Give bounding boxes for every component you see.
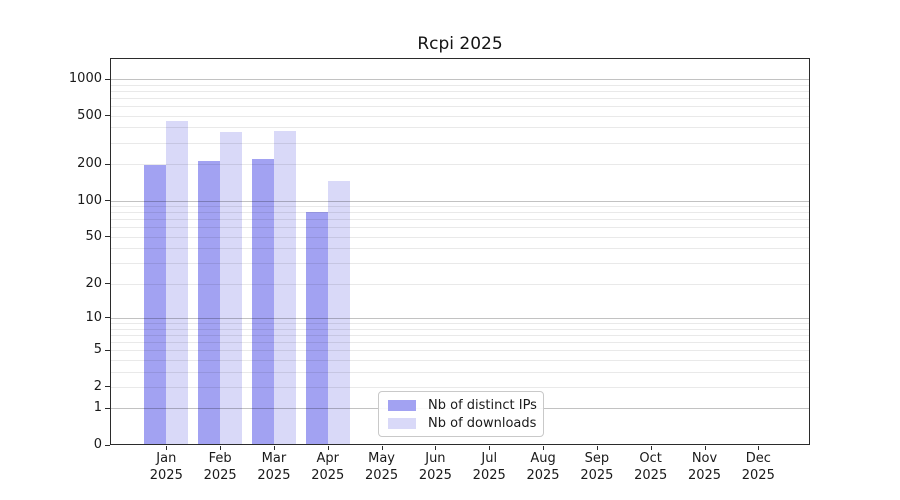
gridline-minor (111, 127, 809, 129)
y-tick-mark (105, 386, 110, 388)
x-tick-label-jul: Jul 2025 (472, 451, 506, 483)
x-tick-mark (489, 446, 491, 450)
y-tick-label: 50 (85, 228, 102, 244)
y-tick-label: 1000 (68, 71, 102, 86)
gridline-minor (111, 106, 809, 108)
gridline-minor (111, 115, 809, 117)
bar-downloads-mar (273, 130, 296, 444)
gridline-minor (111, 334, 809, 336)
gridline-minor (111, 236, 809, 238)
x-tick-mark (273, 446, 275, 450)
y-tick-label: 200 (77, 156, 102, 172)
y-tick-mark (105, 236, 110, 238)
x-tick-label-jan: Jan 2025 (149, 451, 183, 483)
legend-swatch-distinct-ips (388, 399, 416, 411)
y-tick-label: 5 (93, 342, 102, 358)
gridline-minor (111, 90, 809, 92)
x-tick-mark (327, 446, 329, 450)
x-tick-label-nov: Nov 2025 (687, 451, 722, 483)
x-tick-mark (220, 446, 222, 450)
x-tick-label-oct: Oct 2025 (634, 451, 668, 483)
x-tick-label-sep: Sep 2025 (580, 451, 614, 483)
y-tick-mark (105, 115, 110, 117)
y-tick-label: 10 (85, 309, 102, 325)
bar-distinct-ips-apr (305, 212, 328, 444)
gridline-minor (111, 212, 809, 214)
x-tick-label-mar: Mar 2025 (257, 451, 291, 483)
x-tick-mark (704, 446, 706, 450)
legend-item-downloads: Nb of downloads (388, 414, 537, 432)
bar-downloads-jan (166, 121, 189, 444)
x-tick-label-jun: Jun 2025 (418, 451, 452, 483)
x-tick-label-dec: Dec 2025 (741, 451, 775, 483)
gridline-minor (111, 206, 809, 208)
y-tick-mark (105, 407, 110, 409)
gridline-minor (111, 227, 809, 229)
gridline-minor (111, 248, 809, 250)
gridline-minor (111, 219, 809, 221)
x-tick-label-aug: Aug 2025 (526, 451, 560, 483)
gridline-minor (111, 84, 809, 86)
gridline-minor (111, 386, 809, 388)
legend-label-downloads: Nb of downloads (428, 415, 537, 431)
gridline-minor (111, 263, 809, 265)
y-tick-mark (105, 163, 110, 165)
legend: Nb of distinct IPs Nb of downloads (378, 391, 544, 437)
x-tick-mark (435, 446, 437, 450)
gridline-major (111, 317, 809, 319)
bar-downloads-feb (220, 132, 243, 444)
x-tick-mark (758, 446, 760, 450)
y-tick-mark (105, 78, 110, 80)
chart-title: Rcpi 2025 (417, 34, 503, 54)
y-tick-mark (105, 444, 110, 446)
x-tick-label-feb: Feb 2025 (203, 451, 237, 483)
bar-distinct-ips-feb (198, 161, 221, 444)
gridline-minor (111, 283, 809, 285)
legend-item-distinct-ips: Nb of distinct IPs (388, 396, 537, 414)
x-tick-mark (543, 446, 545, 450)
y-tick-label: 100 (77, 192, 102, 208)
bar-distinct-ips-jan (144, 165, 167, 444)
gridline-minor (111, 323, 809, 325)
y-tick-mark (105, 283, 110, 285)
gridline-minor (111, 328, 809, 330)
grid-layer (111, 59, 809, 444)
x-tick-label-may: May 2025 (365, 451, 399, 483)
y-tick-label: 20 (85, 275, 102, 291)
x-tick-mark (650, 446, 652, 450)
y-tick-mark (105, 200, 110, 201)
y-tick-label: 0 (93, 437, 102, 452)
x-tick-mark (596, 446, 598, 450)
plot-area (110, 58, 810, 445)
gridline-minor (111, 371, 809, 373)
gridline-minor (111, 164, 809, 166)
y-tick-label: 1 (93, 400, 102, 416)
y-tick-mark (105, 317, 110, 319)
x-tick-mark (381, 446, 383, 450)
bars-layer (111, 59, 809, 444)
legend-swatch-downloads (388, 417, 416, 429)
gridline-minor (111, 97, 809, 99)
bar-distinct-ips-mar (251, 159, 274, 444)
gridline-minor (111, 142, 809, 144)
y-tick-mark (105, 349, 110, 351)
y-tick-label: 2 (93, 378, 102, 394)
legend-label-distinct-ips: Nb of distinct IPs (428, 397, 537, 413)
gridline-minor (111, 341, 809, 343)
gridline-major (111, 79, 809, 80)
gridline-minor (111, 359, 809, 361)
y-tick-label: 500 (77, 107, 102, 123)
gridline-major (111, 200, 809, 202)
gridline-minor (111, 350, 809, 352)
x-tick-label-apr: Apr 2025 (311, 451, 345, 483)
bar-downloads-apr (327, 180, 350, 444)
x-tick-mark (166, 446, 168, 450)
